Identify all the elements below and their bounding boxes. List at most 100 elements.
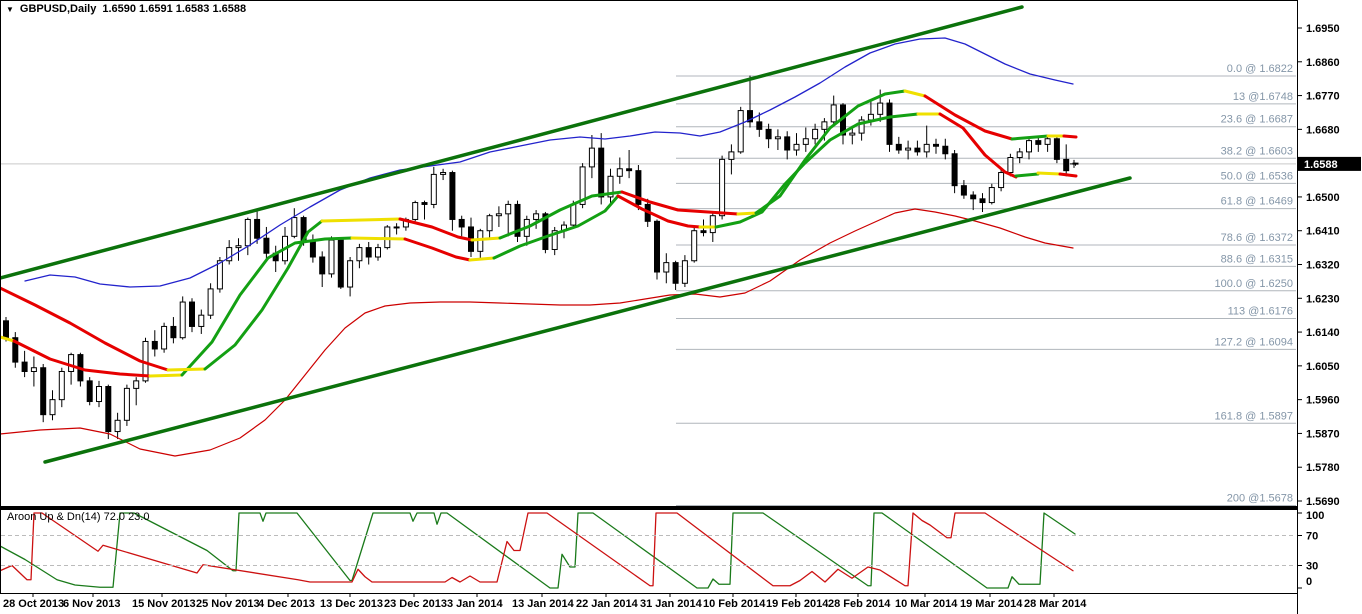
candle-body (802, 138, 809, 145)
candle-body (821, 121, 828, 130)
candle-body (179, 301, 186, 339)
candle-body (40, 367, 47, 416)
candle-body (988, 187, 995, 204)
price-tick-label: 1.6410 (1306, 226, 1340, 238)
date-label: 28 Oct 2013 (3, 598, 64, 610)
date-label: 28 Feb 2014 (828, 598, 891, 610)
price-tick-label: 1.6860 (1306, 57, 1340, 69)
trend-ma2-segment (492, 194, 620, 260)
fib-level-label: 200 @1.5678 (1227, 493, 1293, 505)
indicator-tick-label: 100 (1306, 510, 1324, 522)
candle-body (867, 113, 874, 121)
candle-body (886, 102, 893, 145)
indicator-label: Aroon Up & Dn(14) 72.0 23.0 (7, 511, 150, 523)
fib-level-label: 0.0 @ 1.6822 (1227, 63, 1293, 75)
candle-body (477, 230, 484, 252)
candle-body (728, 151, 735, 160)
candle-body (812, 128, 819, 140)
candle-body (681, 260, 688, 284)
candle-body (1026, 140, 1032, 153)
candle-body (923, 143, 930, 153)
fib-level-label: 113 @1.6176 (1228, 306, 1293, 318)
candle-body (254, 218, 261, 239)
trend-ma2-segment (148, 373, 184, 378)
candle-body (607, 175, 614, 198)
candle-body (719, 158, 726, 217)
candle-body (588, 147, 595, 168)
candle-body (551, 230, 558, 250)
candle-body (737, 110, 744, 153)
aroon-down-line (0, 512, 1074, 587)
current-price-label: 1.6588 (1304, 159, 1338, 171)
trend-ma2-segment (12, 339, 152, 378)
trend-ma1-segment (398, 217, 474, 242)
candle-body (765, 128, 772, 140)
candle-body (830, 104, 837, 123)
price-tick-label: 1.5690 (1306, 496, 1340, 508)
candle-body (1044, 138, 1051, 145)
candle-body (635, 170, 642, 205)
date-label: 6 Nov 2013 (63, 598, 120, 610)
candle-body (914, 147, 921, 153)
price-tick-label: 1.6050 (1306, 361, 1340, 373)
indicator-tick-label: 0 (1306, 576, 1312, 588)
symbol-collapse-icon[interactable]: ▼ (6, 4, 14, 14)
date-label: 3 Jan 2014 (447, 598, 504, 610)
trend-ma2-segment (468, 256, 496, 262)
candle-body (998, 172, 1005, 189)
candle-body (756, 121, 763, 130)
candle-body (495, 213, 502, 217)
indicator-tick-label: 70 (1306, 531, 1318, 543)
candle-body (189, 301, 195, 327)
blue-ma-line (24, 37, 1074, 288)
candle-body (421, 202, 428, 205)
candle-body (1016, 151, 1023, 159)
candle-body (319, 256, 326, 275)
candle-body (570, 203, 577, 226)
candle-body (663, 262, 670, 273)
fib-level-label: 127.2 @ 1.6094 (1215, 336, 1293, 348)
candle-body (12, 337, 19, 363)
date-label: 10 Mar 2014 (895, 598, 958, 610)
aroon-up-line (0, 512, 1076, 589)
candle-body (533, 213, 540, 220)
date-label: 13 Jan 2014 (512, 598, 575, 610)
candle-body (793, 143, 800, 151)
date-label: 19 Mar 2014 (960, 598, 1023, 610)
fib-level-label: 100.0 @ 1.6250 (1215, 278, 1293, 290)
candle-body (328, 239, 335, 275)
candle-body (784, 136, 791, 151)
trend-ma2-segment (0, 335, 16, 343)
date-label: 4 Dec 2013 (258, 598, 315, 610)
candle-body (1035, 140, 1042, 145)
fib-level-label: 38.2 @ 1.6603 (1221, 145, 1293, 157)
trend-ma2-segment (403, 237, 472, 262)
candle-body (626, 168, 633, 172)
date-label: 13 Dec 2013 (320, 598, 383, 610)
date-label: 22 Jan 2014 (576, 598, 639, 610)
candle-body (430, 173, 437, 205)
price-tick-label: 1.6140 (1306, 327, 1340, 339)
candle-body (123, 387, 130, 421)
candle-body (979, 198, 986, 204)
trend-ma1-segment (203, 219, 324, 371)
panel-divider (0, 506, 1297, 510)
candle-body (960, 185, 967, 196)
trend-ma1-segment (0, 286, 170, 372)
candle-body (375, 247, 381, 258)
candle-body (616, 168, 623, 177)
candle-body (96, 386, 102, 403)
trend-ma2-segment (938, 112, 1018, 179)
candle-body (412, 202, 419, 220)
trend-ma1-segment (903, 89, 927, 98)
candle-body (3, 320, 9, 339)
candle-body (170, 325, 177, 339)
candle-body (951, 153, 958, 187)
candle-body (505, 203, 512, 215)
candle-body (216, 260, 223, 290)
trend-ma2-segment (1036, 171, 1062, 176)
candle-body (709, 215, 716, 234)
candle-body (68, 354, 75, 372)
